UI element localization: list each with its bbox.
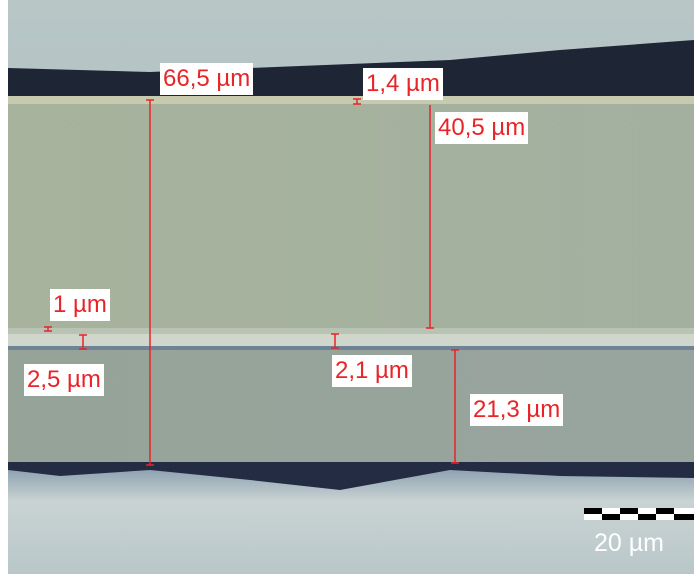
measurement-label: 1,4 µm — [363, 68, 443, 100]
top-thin-layer — [8, 96, 694, 104]
measurement-label: 1 µm — [50, 289, 110, 321]
measurement-label: 21,3 µm — [470, 394, 563, 426]
measurement-label: 66,5 µm — [160, 63, 253, 95]
main-layer — [8, 104, 694, 328]
measurement-label: 2,1 µm — [332, 355, 412, 387]
interface-line — [8, 346, 694, 350]
measurement-label: 2,5 µm — [24, 364, 104, 396]
micrograph-image — [0, 0, 694, 574]
measurement-label: 40,5 µm — [435, 112, 528, 144]
thin-layer — [8, 328, 694, 334]
micrograph: 66,5 µm 1,4 µm 40,5 µm 1 µm 2,5 µm 2,1 µ… — [0, 0, 694, 574]
scale-bar — [584, 508, 694, 520]
scale-bar-label: 20 µm — [594, 527, 664, 559]
